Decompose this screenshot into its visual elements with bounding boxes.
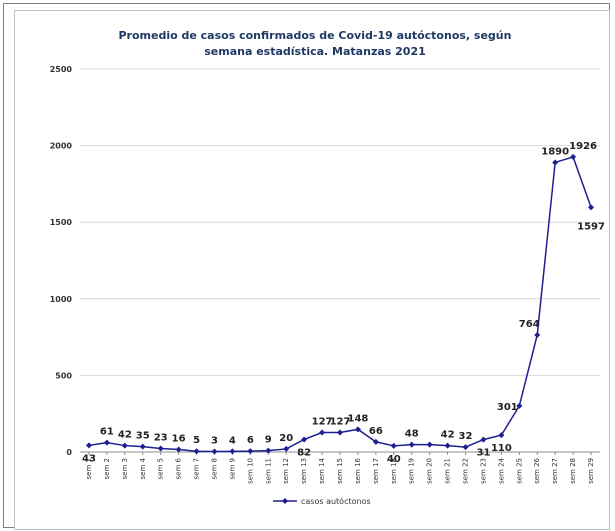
data-label: 6 bbox=[247, 435, 254, 446]
data-point bbox=[462, 444, 469, 451]
data-point bbox=[390, 442, 397, 449]
data-label: 148 bbox=[347, 413, 368, 424]
x-tick-label: sem 17 bbox=[372, 458, 380, 484]
data-point bbox=[337, 429, 343, 436]
data-label: 20 bbox=[279, 433, 293, 444]
data-label: 16 bbox=[172, 434, 186, 445]
data-label: 4 bbox=[229, 435, 236, 446]
legend-label: casos autóctonos bbox=[301, 496, 371, 506]
x-tick-label: sem 8 bbox=[210, 458, 218, 479]
y-tick-label: 2000 bbox=[50, 142, 73, 151]
x-tick-label: sem 29 bbox=[587, 458, 595, 484]
data-point bbox=[426, 441, 433, 448]
data-label: 127 bbox=[330, 417, 351, 428]
x-tick-label: sem 5 bbox=[157, 458, 165, 479]
data-label: 3 bbox=[211, 436, 218, 447]
data-label: 1597 bbox=[577, 221, 605, 232]
data-point bbox=[552, 159, 559, 166]
x-tick-label: sem 4 bbox=[139, 457, 147, 479]
data-point bbox=[516, 402, 523, 409]
legend-marker bbox=[282, 498, 288, 504]
x-tick-label: sem 21 bbox=[444, 458, 452, 484]
x-tick-label: sem 28 bbox=[569, 458, 577, 484]
data-label: 35 bbox=[136, 431, 150, 442]
x-tick-label: sem 1 bbox=[85, 458, 93, 479]
x-tick-label: sem 6 bbox=[175, 457, 183, 479]
chart-frame: Promedio de casos confirmados de Covid-1… bbox=[3, 3, 610, 530]
data-point bbox=[85, 442, 92, 449]
data-label: 42 bbox=[118, 430, 132, 441]
data-point bbox=[175, 446, 182, 453]
data-point bbox=[301, 436, 308, 443]
x-tick-label: sem 9 bbox=[228, 458, 236, 479]
data-label: 127 bbox=[312, 417, 333, 428]
data-point bbox=[139, 443, 146, 450]
x-tick-label: sem 27 bbox=[551, 458, 559, 484]
data-label: 301 bbox=[497, 402, 518, 413]
data-label: 5 bbox=[193, 435, 200, 446]
x-tick-label: sem 22 bbox=[462, 458, 470, 484]
y-tick-label: 2500 bbox=[50, 65, 73, 74]
data-label: 66 bbox=[369, 426, 383, 437]
data-point bbox=[157, 445, 164, 452]
x-tick-label: sem 13 bbox=[300, 458, 308, 484]
data-point bbox=[588, 204, 595, 211]
y-tick-label: 500 bbox=[55, 371, 72, 380]
data-point bbox=[211, 448, 218, 455]
data-point bbox=[570, 153, 577, 160]
y-tick-label: 1000 bbox=[50, 295, 73, 304]
x-tick-label: sem 24 bbox=[497, 457, 505, 483]
data-point bbox=[283, 445, 290, 452]
data-label: 40 bbox=[387, 454, 401, 465]
data-label: 764 bbox=[519, 319, 540, 330]
x-tick-label: sem 15 bbox=[336, 458, 344, 484]
x-tick-label: sem 26 bbox=[533, 457, 541, 483]
chart-area: Promedio de casos confirmados de Covid-1… bbox=[14, 10, 610, 530]
x-tick-label: sem 2 bbox=[103, 458, 111, 479]
chart-title-line-2: semana estadística. Matanzas 2021 bbox=[204, 45, 426, 58]
y-tick-label: 0 bbox=[66, 448, 72, 457]
x-tick-label: sem 14 bbox=[318, 457, 326, 483]
data-point bbox=[372, 438, 379, 445]
data-point bbox=[534, 331, 541, 338]
data-point bbox=[121, 442, 128, 449]
x-tick-label: sem 25 bbox=[515, 458, 523, 484]
data-label: 23 bbox=[154, 432, 168, 443]
data-label: 82 bbox=[297, 447, 311, 458]
data-label: 31 bbox=[476, 448, 490, 459]
x-tick-label: sem 20 bbox=[426, 458, 434, 484]
data-label: 42 bbox=[441, 430, 455, 441]
data-point bbox=[247, 448, 254, 455]
data-label: 110 bbox=[491, 443, 512, 454]
data-point bbox=[193, 448, 200, 455]
data-point bbox=[265, 447, 272, 454]
data-label: 9 bbox=[265, 435, 272, 446]
data-point bbox=[229, 448, 236, 455]
data-label: 43 bbox=[82, 453, 96, 464]
x-tick-label: sem 11 bbox=[264, 458, 272, 484]
x-tick-label: sem 12 bbox=[282, 458, 290, 484]
data-label: 1890 bbox=[541, 146, 569, 157]
x-tick-label: sem 7 bbox=[193, 458, 201, 479]
x-tick-label: sem 23 bbox=[479, 458, 487, 484]
data-point bbox=[103, 439, 110, 446]
data-label: 61 bbox=[100, 427, 114, 438]
data-point bbox=[408, 441, 415, 448]
x-tick-label: sem 18 bbox=[390, 458, 398, 484]
data-point bbox=[480, 436, 487, 443]
x-tick-label: sem 10 bbox=[246, 458, 254, 484]
x-tick-label: sem 19 bbox=[408, 458, 416, 484]
x-tick-label: sem 3 bbox=[121, 458, 129, 479]
data-label: 32 bbox=[459, 431, 473, 442]
data-point bbox=[319, 429, 326, 436]
x-tick-label: sem 16 bbox=[354, 457, 362, 483]
data-label: 48 bbox=[405, 429, 419, 440]
data-label: 1926 bbox=[569, 141, 597, 152]
chart-title-line-1: Promedio de casos confirmados de Covid-1… bbox=[118, 29, 512, 42]
line-chart: 0 500 1000 1500 2000 2500 sem 1 sem 2 sem 3 sem 4… bbox=[50, 65, 605, 506]
data-point bbox=[498, 432, 505, 439]
y-tick-label: 1500 bbox=[50, 218, 73, 227]
data-point bbox=[444, 442, 451, 449]
data-point bbox=[354, 426, 361, 433]
